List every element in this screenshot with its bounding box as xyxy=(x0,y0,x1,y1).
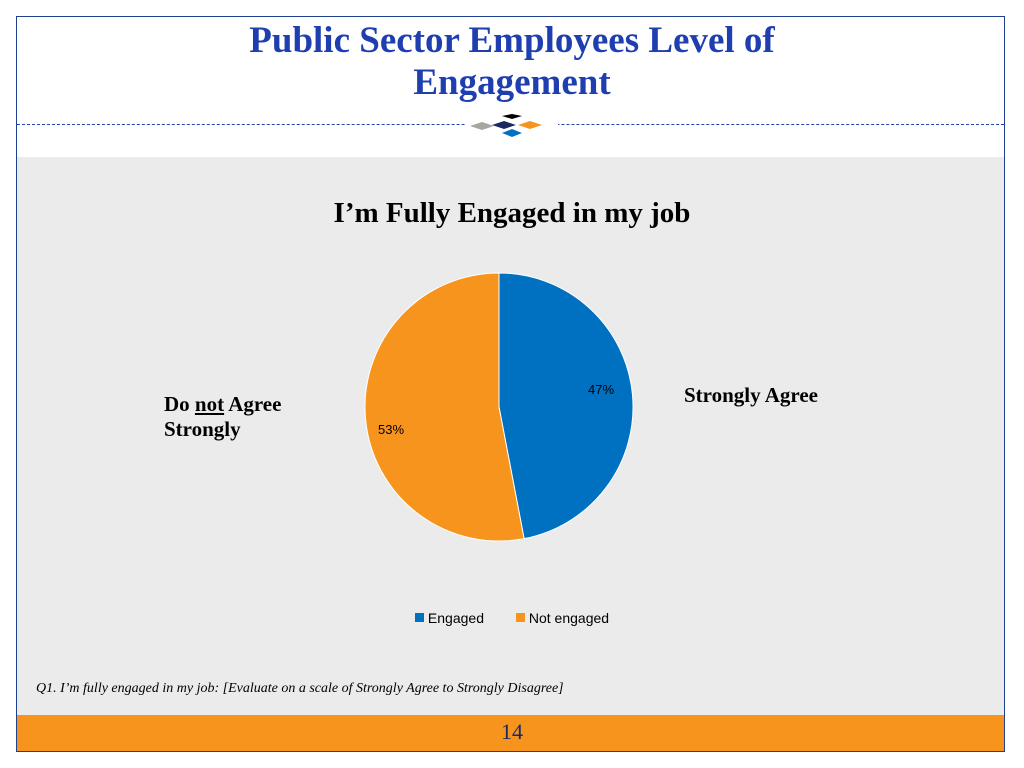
legend-item-engaged: Engaged xyxy=(414,610,484,626)
slide-title-line1: Public Sector Employees Level of xyxy=(249,20,775,61)
data-label-not-engaged: 53% xyxy=(378,422,405,437)
diamond-logo-icon xyxy=(466,114,558,138)
do-not-agree-strongly-label: Do not Agree Strongly xyxy=(164,392,282,441)
slide-title: Public Sector Employees Level of Engagem… xyxy=(0,20,1024,104)
slide-title-line2: Engagement xyxy=(413,62,611,103)
footer-bar xyxy=(17,715,1004,751)
chart-title: I’m Fully Engaged in my job xyxy=(333,197,691,229)
legend-swatch-not-engaged xyxy=(515,613,525,622)
question-footnote: Q1. I’m fully engaged in my job: [Evalua… xyxy=(36,681,564,696)
legend-swatch-engaged xyxy=(414,613,424,622)
legend-item-not-engaged: Not engaged xyxy=(515,610,609,626)
not-emphasis: not xyxy=(194,392,225,416)
page-number: 14 xyxy=(501,719,523,744)
strongly-agree-label: Strongly Agree xyxy=(684,383,818,407)
data-label-engaged: 47% xyxy=(588,382,615,397)
chart-legend: Engaged Not engaged xyxy=(0,610,1024,626)
